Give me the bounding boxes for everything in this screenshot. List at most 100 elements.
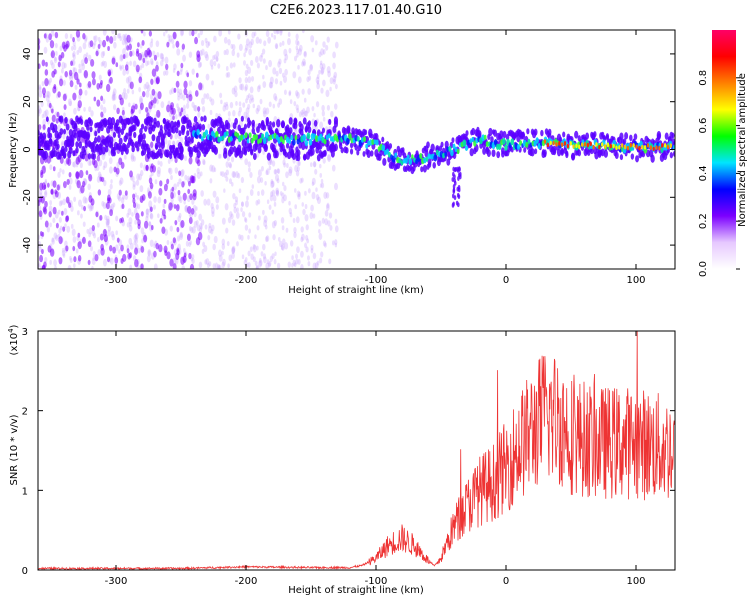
spectrogram-cell	[257, 190, 260, 196]
spectrogram-cell	[362, 151, 366, 157]
spectrogram-cell	[177, 106, 180, 112]
spectrogram-cell	[112, 246, 116, 254]
spectrogram-cell	[73, 71, 79, 81]
spectrogram-cell	[586, 142, 590, 148]
spectrogram-cell	[59, 128, 64, 136]
spectrogram-cell	[262, 243, 266, 251]
spectrogram-cell	[248, 132, 252, 138]
spectrogram-cell	[334, 83, 338, 90]
spectrogram-cell	[242, 102, 246, 108]
spectrogram-cell	[196, 171, 201, 180]
spectrogram-cell	[178, 130, 182, 137]
spectrogram-cell	[180, 62, 184, 69]
spectrogram-cell	[346, 137, 350, 145]
spectrogram-cell	[88, 232, 91, 238]
spectrogram-cell	[70, 45, 74, 51]
spectrogram-cell	[281, 243, 285, 251]
spectrogram-cell	[95, 211, 99, 218]
spectrogram-cell	[128, 237, 133, 245]
spectrogram-cell	[226, 240, 230, 247]
spectrogram-cell	[156, 109, 161, 118]
spectrogram-cell	[215, 131, 219, 138]
spectrogram-cell	[297, 193, 301, 200]
spectrogram-cell	[148, 221, 152, 227]
spectrogram-cell	[456, 192, 460, 198]
spectrogram-cell	[180, 107, 184, 113]
spectrogram-cell	[205, 73, 210, 81]
spectrogram-cell	[285, 171, 289, 179]
spectrogram-cell	[101, 200, 105, 207]
spectrogram-cell	[88, 227, 93, 235]
spectrogram-cell	[161, 57, 165, 62]
spectrogram-cell	[91, 225, 95, 232]
colorbar-tick-label: 0.2	[698, 213, 709, 229]
spectrogram-cell	[255, 36, 260, 44]
spectrogram-cell	[145, 215, 149, 222]
spectrogram-cell	[244, 83, 249, 91]
spectrogram-cell	[86, 228, 90, 234]
spectrogram-cell	[349, 148, 354, 155]
spectrogram-cell	[288, 138, 292, 144]
spectrogram-cell	[223, 172, 227, 178]
spectrogram-cell	[283, 194, 287, 202]
spectrogram-cell	[96, 99, 101, 107]
spectrogram-cell	[150, 78, 154, 85]
spectrogram-cell	[175, 204, 180, 212]
spectrogram-cell	[130, 108, 134, 115]
spectrogram-cell	[139, 102, 144, 110]
spectrogram-cell	[304, 242, 308, 249]
spectrogram-cell	[55, 51, 58, 56]
spectrogram-cell	[281, 197, 285, 204]
spectrogram-cell	[131, 145, 135, 153]
spectrogram-cell	[41, 59, 46, 67]
spectrogram-cell	[296, 154, 301, 162]
spectrogram-cell	[547, 128, 552, 136]
spectrogram-cell	[301, 202, 304, 207]
spectrogram-cell	[562, 131, 566, 138]
spectrogram-cell	[186, 175, 191, 183]
spectrogram-cell	[282, 139, 285, 145]
spectrogram-cell	[240, 83, 245, 91]
spectrogram-cell	[201, 106, 206, 113]
spectrogram-cell	[279, 240, 283, 248]
spectrogram-cell	[462, 139, 467, 147]
spectrogram-cell	[53, 68, 57, 75]
spectrogram-cell	[247, 235, 250, 240]
spectrogram-cell	[232, 44, 236, 51]
spectrogram-cell	[51, 237, 55, 243]
spectrogram-cell	[332, 78, 336, 85]
spectrogram-cell	[304, 204, 308, 210]
spectrogram-cell	[277, 102, 281, 108]
spectrogram-cell	[227, 263, 230, 269]
spectrogram-cell	[101, 146, 106, 155]
spectrogram-cell	[275, 44, 278, 49]
spectrogram-cell	[38, 86, 42, 92]
spectrogram-cell	[140, 169, 144, 177]
spectrogram-cell	[69, 255, 72, 261]
spectrogram-cell	[151, 134, 156, 142]
spectrogram-cell	[134, 259, 139, 268]
spectrogram-cell	[334, 225, 339, 233]
spectrogram-cell	[614, 151, 619, 160]
spectrogram-cell	[134, 237, 139, 244]
spectrogram-cell	[225, 72, 229, 78]
spectrogram-cell	[236, 207, 239, 213]
spectrogram-cell	[88, 173, 93, 182]
spectrogram-cell	[97, 249, 101, 256]
spectrogram-cell	[114, 256, 119, 264]
spectrogram-cell	[226, 155, 231, 162]
spectrogram-cell	[98, 159, 103, 167]
spectrogram-cell	[257, 169, 262, 177]
spectrogram-cell	[309, 162, 313, 168]
spectrogram-cell	[650, 154, 655, 163]
spectrogram-cell	[227, 216, 232, 224]
spectrogram-cell	[247, 261, 251, 268]
spectrogram-cell	[300, 236, 304, 243]
spectrogram-cell	[212, 190, 217, 198]
spectrogram-cell	[54, 56, 57, 62]
spectrogram-cell	[140, 123, 145, 130]
spectrogram-cell	[404, 157, 408, 164]
spectrogram-cell	[183, 252, 187, 258]
spectrogram-cell	[82, 42, 87, 50]
spectrogram-cell	[97, 189, 102, 196]
